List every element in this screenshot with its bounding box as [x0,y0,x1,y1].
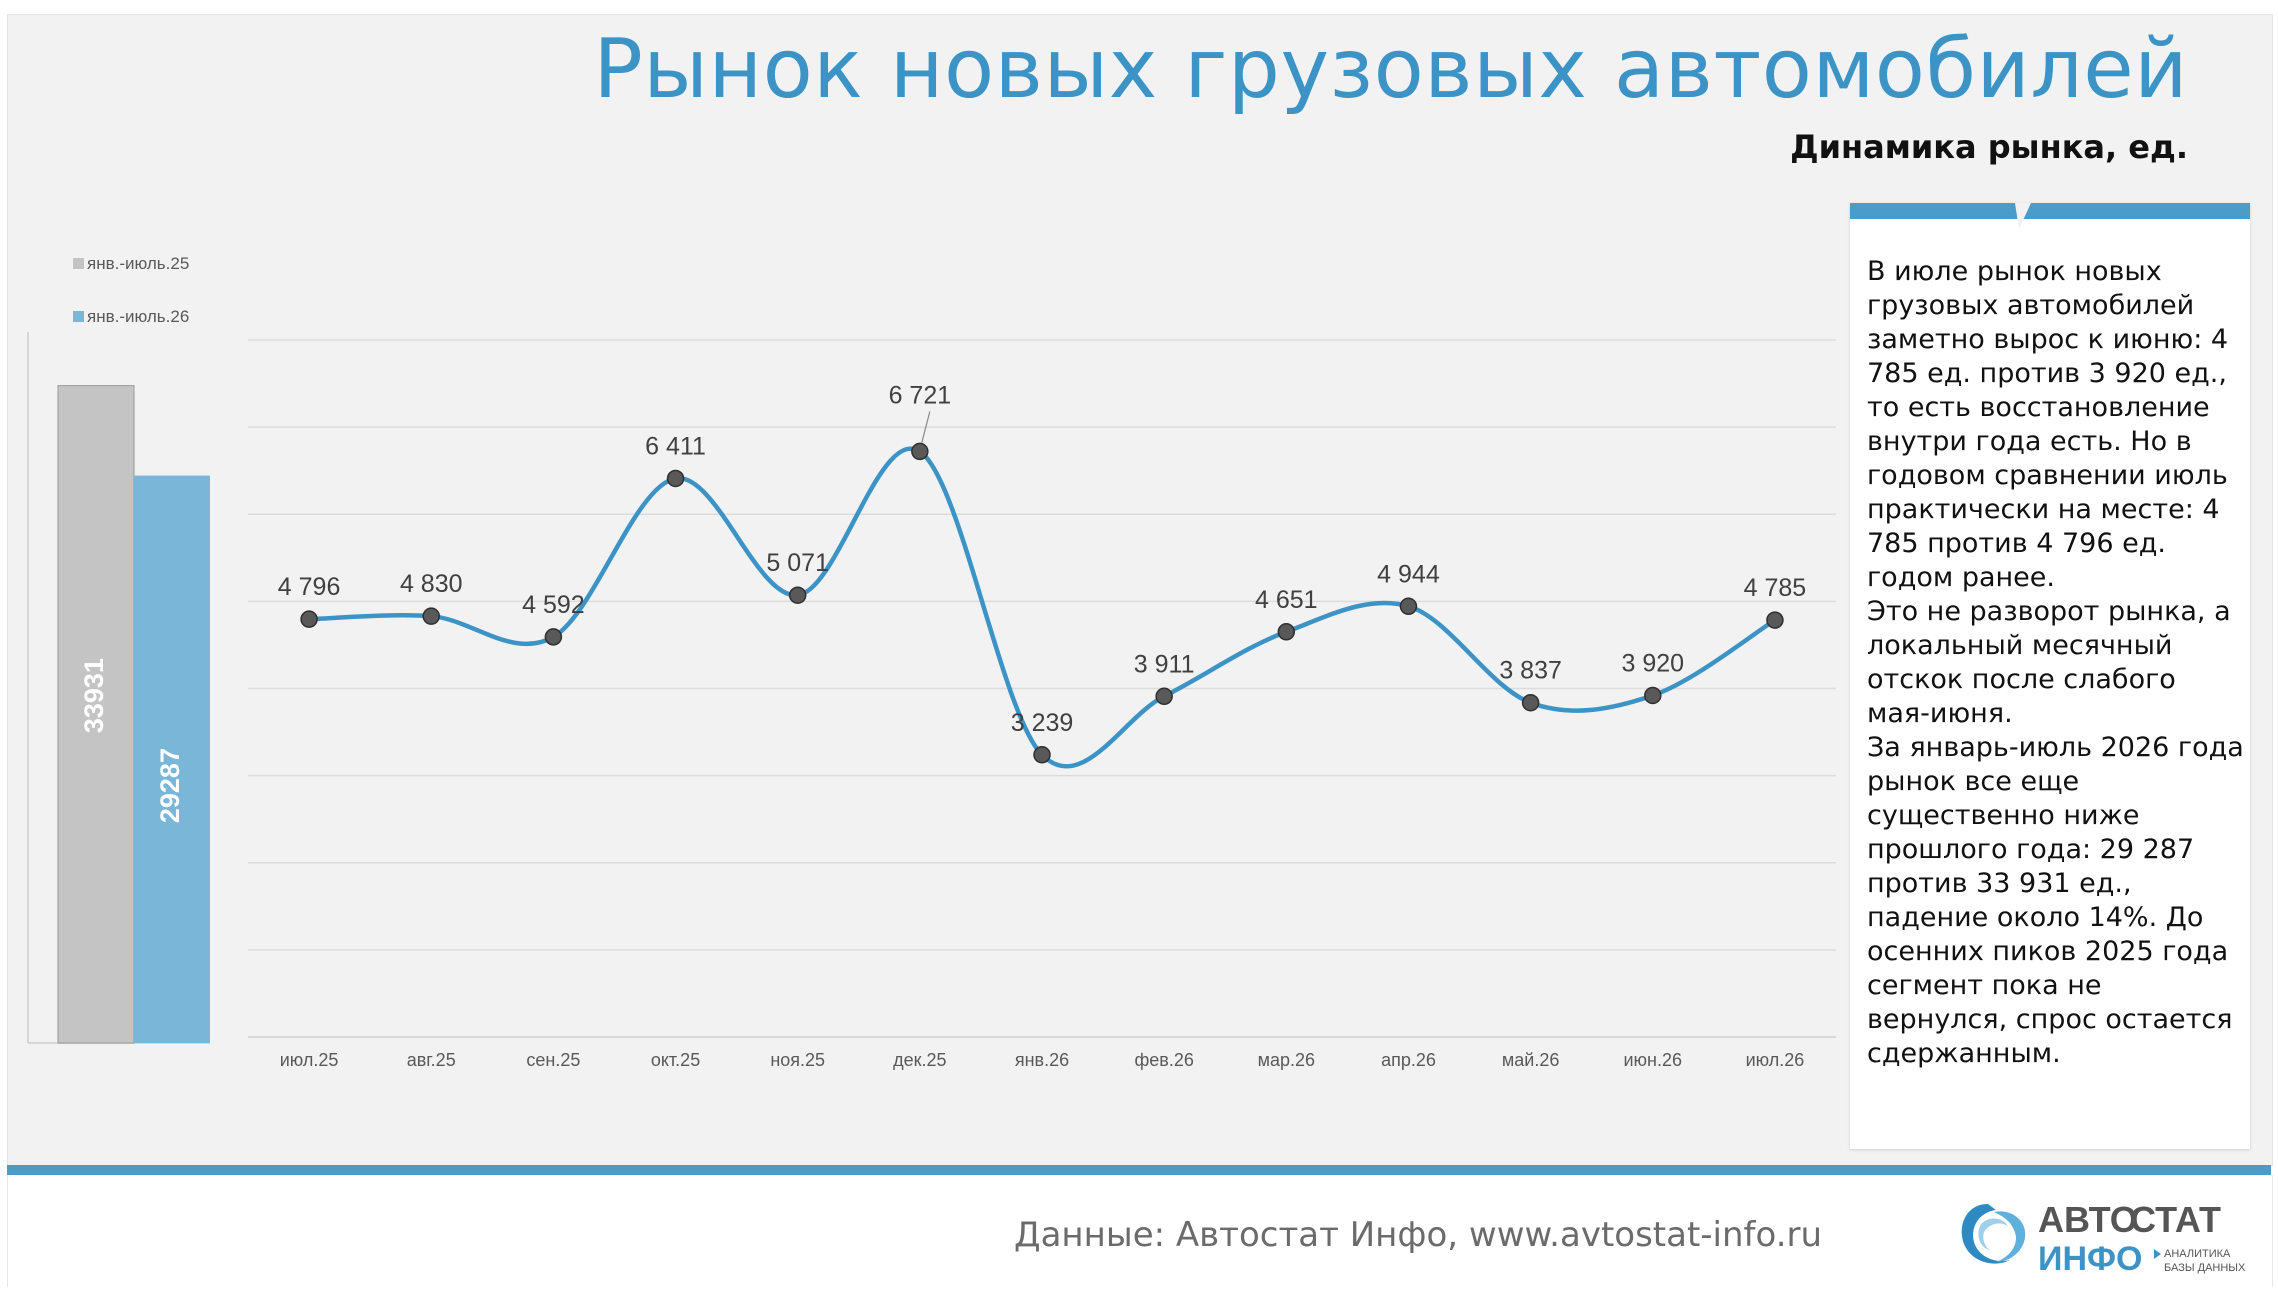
x-tick-label: окт.25 [651,1050,700,1070]
x-tick-label: июл.26 [1746,1050,1805,1070]
bar-value-label-2: 29287 [155,748,185,823]
data-label: 6 721 [889,381,952,409]
x-tick-label: фев.26 [1134,1050,1193,1070]
bar-1 [57,385,135,1044]
x-tick-label: июн.26 [1624,1050,1683,1070]
logo-brand-bottom: ИНФО [2038,1240,2142,1278]
x-tick-label: июл.25 [280,1050,339,1070]
data-point [544,628,563,646]
page-title: Рынок новых грузовых автомобилей [593,22,2188,117]
x-tick-label: ноя.25 [770,1050,825,1070]
footer-rule [7,1165,2271,1175]
data-point [788,586,807,604]
data-point [1277,623,1296,641]
data-label: 4 830 [400,570,463,598]
logo-brand-a: АВТО [2038,1199,2138,1240]
logo-tagline-1: АНАЛИТИКА [2164,1248,2231,1260]
x-tick-label: май.26 [1502,1050,1559,1070]
chart-area: 33931 янв.-июль.25 29287 янв.-июль.26 4 796 и… [27,254,1836,1070]
data-point [1521,693,1540,712]
avtostat-logo: АВТО СТАТ ИНФО АНАЛИТИКА БАЗЫ ДАННЫХ [1961,1199,2246,1278]
data-label: 4 592 [522,591,585,619]
data-label: 6 411 [645,432,706,460]
chart-subtitle: Динамика рынка, ед. [1790,128,2188,166]
legend-swatch-1 [73,258,84,269]
data-point [1033,746,1051,764]
x-tick-label: сен.25 [526,1050,580,1070]
data-point [1399,597,1418,616]
data-point [1766,611,1784,629]
data-label: 3 239 [1011,709,1074,737]
logo-arrow-icon [2154,1249,2161,1259]
data-label: 3 837 [1499,657,1562,685]
data-label: 3 920 [1621,649,1684,677]
data-point [1155,687,1173,706]
series-line [309,446,1777,769]
legend-swatch-2 [73,311,84,322]
data-label: 4 944 [1377,560,1440,588]
data-point [666,469,685,488]
bar-value-label-1: 33931 [79,658,109,733]
source-text: Данные: Автостат Инфо, www.avtostat-info… [1014,1215,1823,1255]
x-tick-label: мар.26 [1258,1050,1315,1070]
data-label-leader [921,411,931,443]
bar-2 [134,475,210,1044]
panel-notch-icon [2015,203,2031,229]
legend-label-2: янв.-июль.26 [87,307,189,326]
data-point [422,607,440,625]
legend-label-1: янв.-июль.25 [87,254,189,273]
data-label: 3 911 [1134,650,1195,678]
data-point [300,610,318,628]
data-point [1644,686,1662,705]
commentary-text: В июле рынок новых грузовых автомобилей … [1867,256,2244,1069]
footer-background [7,1175,2273,1287]
data-label: 4 785 [1744,574,1807,602]
logo-tagline-2: БАЗЫ ДАННЫХ [2164,1262,2246,1274]
commentary-panel [1850,203,2250,1149]
logo-swirl-icon [1961,1204,2026,1264]
data-point [911,442,929,461]
data-label: 4 651 [1255,586,1318,614]
data-label: 5 071 [766,549,829,577]
x-tick-label: дек.25 [893,1050,946,1070]
data-label: 4 796 [278,573,341,601]
logo-brand-b: СТАТ [2130,1199,2221,1240]
x-tick-label: авг.25 [407,1050,456,1070]
x-tick-label: янв.26 [1015,1050,1069,1070]
x-tick-label: апр.26 [1381,1050,1436,1070]
